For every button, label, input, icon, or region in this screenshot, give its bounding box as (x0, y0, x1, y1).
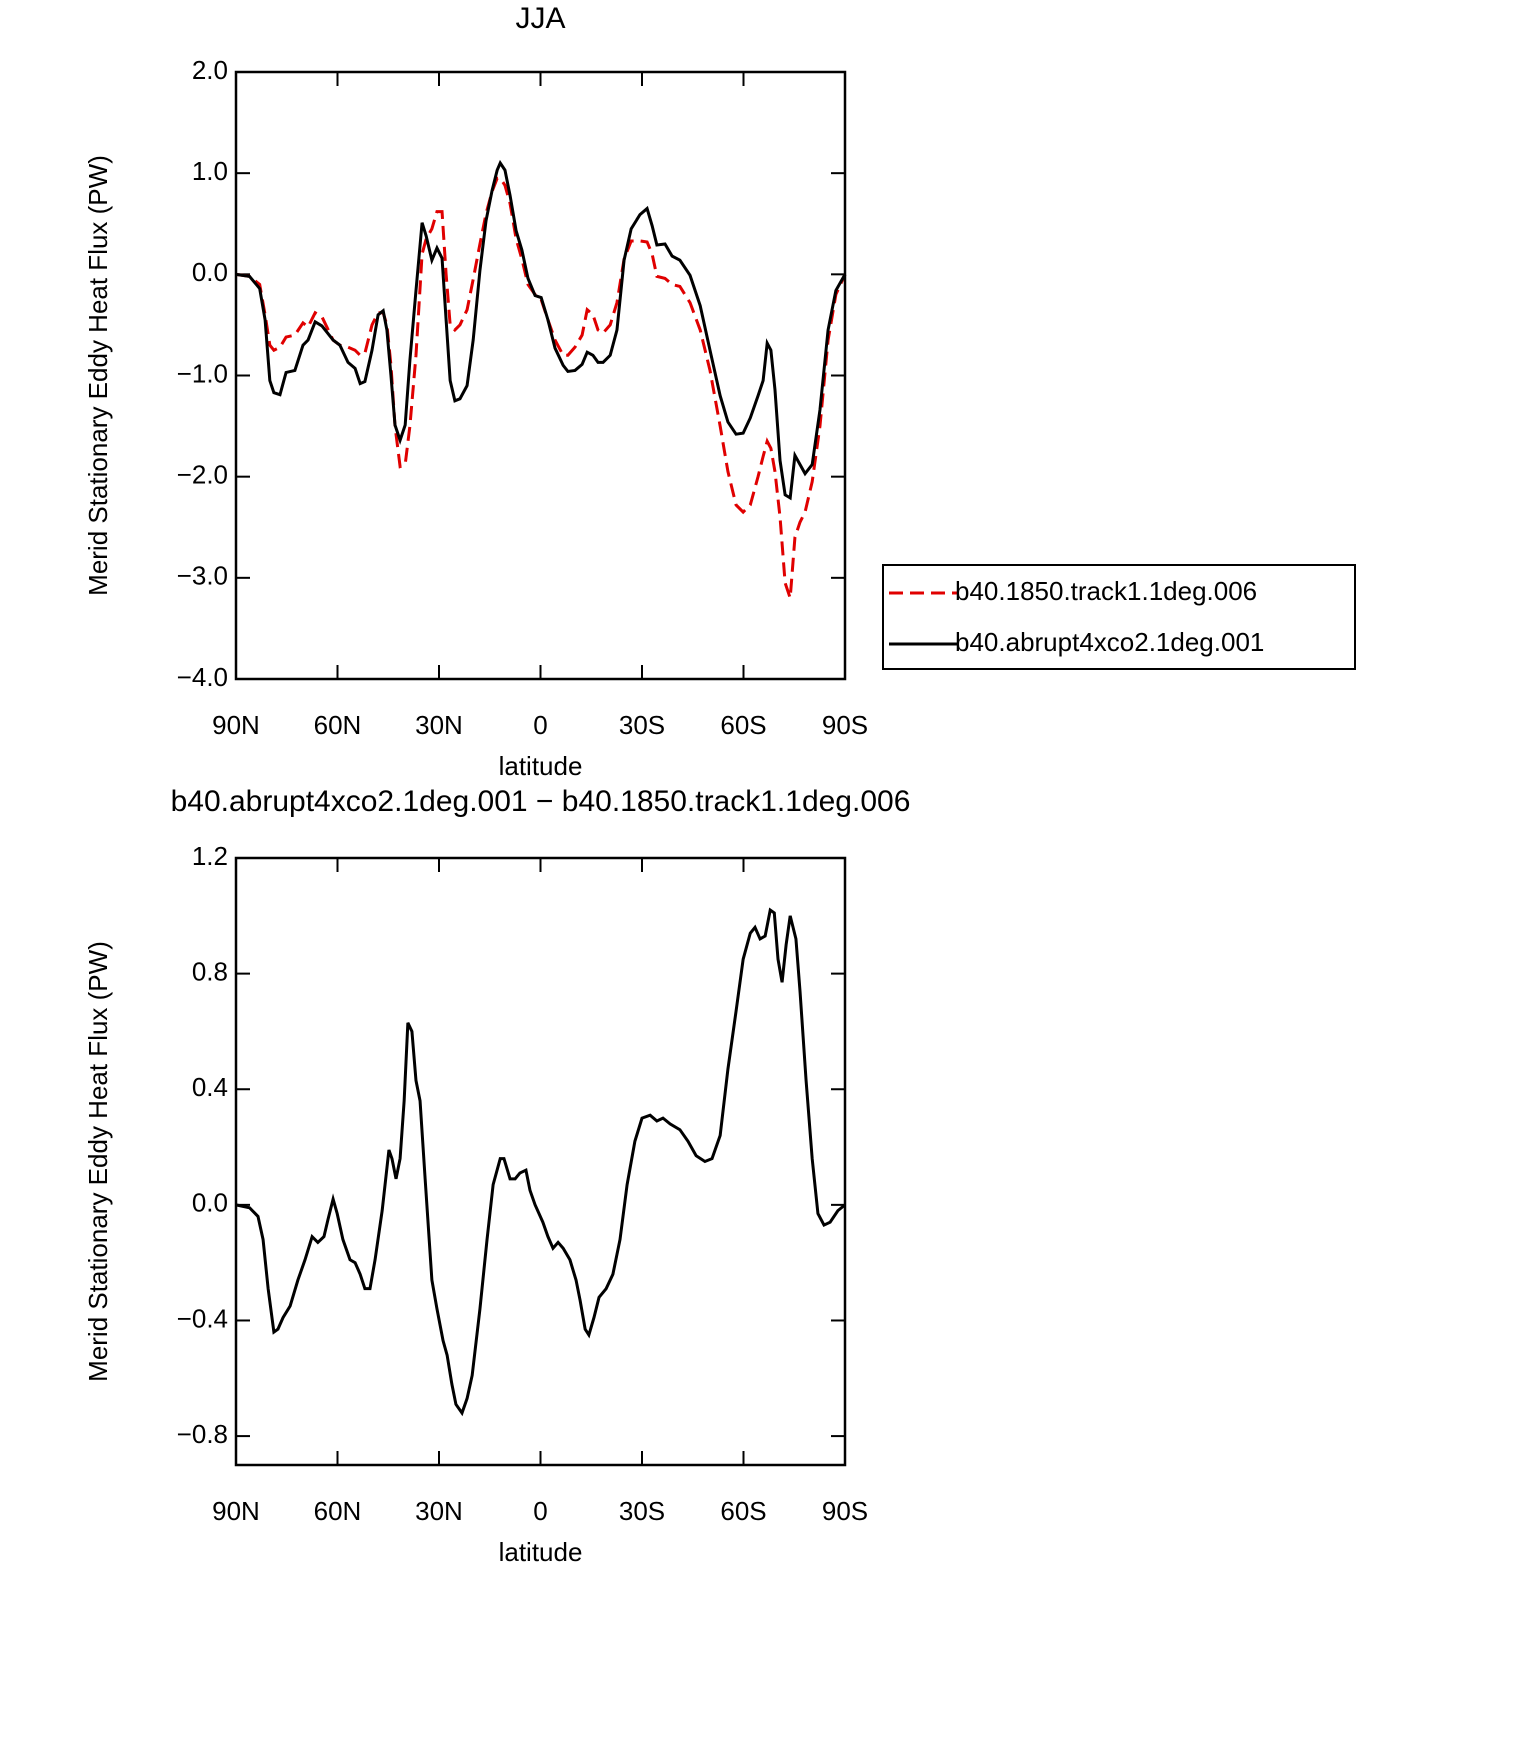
legend-label: b40.abrupt4xco2.1deg.001 (955, 627, 1264, 657)
x-tick-label: 90N (212, 710, 260, 740)
x-tick-label: 0 (533, 1496, 547, 1526)
legend-box (882, 564, 1356, 670)
x-tick-label: 60S (720, 1496, 766, 1526)
y-tick-label: −1.0 (177, 358, 228, 388)
x-axis-label: latitude (499, 1537, 583, 1567)
x-axis-label: latitude (499, 751, 583, 781)
chart-title: JJA (515, 2, 565, 35)
y-tick-label: 0.4 (192, 1072, 228, 1102)
data-line (235, 159, 847, 501)
x-tick-label: 90S (822, 1496, 868, 1526)
plot-frame (234, 856, 847, 1467)
x-tick-label: 90S (822, 710, 868, 740)
y-axis-label: Merid Stationary Eddy Heat Flux (PW) (83, 155, 113, 596)
x-tick-label: 30N (415, 1496, 463, 1526)
x-tick-label: 60S (720, 710, 766, 740)
y-tick-label: 0.0 (192, 257, 228, 287)
y-tick-label: 1.2 (192, 841, 228, 871)
legend-label: b40.1850.track1.1deg.006 (955, 576, 1257, 606)
x-tick-label: 60N (314, 710, 362, 740)
y-tick-label: −3.0 (177, 561, 228, 591)
x-tick-label: 30S (619, 1496, 665, 1526)
x-tick-label: 60N (314, 1496, 362, 1526)
x-tick-label: 0 (533, 710, 547, 740)
y-tick-label: −0.8 (177, 1419, 228, 1449)
y-tick-label: 2.0 (192, 55, 228, 85)
y-tick-label: 0.8 (192, 956, 228, 986)
x-tick-label: 30S (619, 710, 665, 740)
y-tick-label: −2.0 (177, 460, 228, 490)
chart-title: b40.abrupt4xco2.1deg.001 − b40.1850.trac… (171, 785, 911, 818)
plot-frame (234, 70, 847, 681)
data-line (235, 176, 847, 599)
y-tick-label: −4.0 (177, 662, 228, 692)
x-tick-label: 90N (212, 1496, 260, 1526)
y-tick-label: 1.0 (192, 156, 228, 186)
x-tick-label: 30N (415, 710, 463, 740)
data-line (235, 907, 846, 1417)
y-tick-label: −0.4 (177, 1303, 228, 1333)
y-tick-label: 0.0 (192, 1188, 228, 1218)
y-axis-label: Merid Stationary Eddy Heat Flux (PW) (83, 941, 113, 1382)
